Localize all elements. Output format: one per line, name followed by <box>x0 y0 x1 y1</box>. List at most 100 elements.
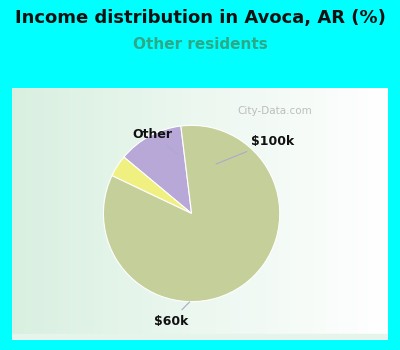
Text: $100k: $100k <box>216 135 294 164</box>
Bar <box>12 335 388 337</box>
Bar <box>12 335 388 337</box>
Bar <box>12 336 388 338</box>
Bar <box>12 336 388 338</box>
Bar <box>12 336 388 339</box>
Bar <box>12 335 388 337</box>
Bar <box>12 336 388 339</box>
Bar <box>12 335 388 337</box>
Bar <box>12 337 388 339</box>
Bar <box>12 336 388 339</box>
Wedge shape <box>104 125 280 302</box>
Bar <box>12 335 388 338</box>
Bar <box>12 336 388 338</box>
Bar <box>12 336 388 339</box>
Bar <box>12 335 388 337</box>
Bar <box>12 335 388 338</box>
Bar <box>12 335 388 338</box>
Bar <box>12 335 388 338</box>
Bar <box>12 335 388 337</box>
Bar <box>12 335 388 337</box>
Bar <box>12 337 388 340</box>
Bar <box>12 335 388 337</box>
Bar <box>12 335 388 337</box>
Bar <box>12 337 388 340</box>
Text: Income distribution in Avoca, AR (%): Income distribution in Avoca, AR (%) <box>14 9 386 27</box>
Wedge shape <box>112 157 192 214</box>
Bar <box>12 335 388 338</box>
Bar <box>12 337 388 339</box>
Bar <box>12 336 388 339</box>
Bar <box>12 336 388 338</box>
Bar <box>12 335 388 337</box>
Bar <box>12 337 388 339</box>
Text: City-Data.com: City-Data.com <box>238 106 312 116</box>
Bar <box>12 336 388 338</box>
Text: Other: Other <box>132 128 178 154</box>
Bar <box>12 335 388 338</box>
Bar <box>12 336 388 339</box>
Bar <box>12 336 388 338</box>
Bar <box>12 335 388 338</box>
Bar <box>12 337 388 340</box>
Bar <box>12 336 388 339</box>
Bar <box>12 336 388 338</box>
Bar <box>12 336 388 338</box>
Bar <box>12 336 388 339</box>
Bar <box>12 336 388 338</box>
Bar <box>12 335 388 338</box>
Bar <box>12 337 388 339</box>
Text: $60k: $60k <box>154 302 190 328</box>
Bar <box>12 336 388 338</box>
Bar <box>12 335 388 337</box>
Bar <box>12 335 388 337</box>
Bar <box>12 335 388 337</box>
Bar <box>12 336 388 339</box>
Bar <box>12 336 388 339</box>
Wedge shape <box>124 126 192 214</box>
Bar <box>12 335 388 338</box>
Bar <box>12 337 388 339</box>
Bar <box>12 335 388 338</box>
Bar <box>12 336 388 339</box>
Bar <box>12 337 388 340</box>
Bar <box>12 335 388 337</box>
Bar <box>12 336 388 339</box>
Bar <box>12 336 388 338</box>
Bar <box>12 336 388 338</box>
Bar <box>12 336 388 338</box>
Bar <box>12 335 388 337</box>
Bar <box>12 336 388 338</box>
Bar <box>12 336 388 338</box>
Bar <box>12 336 388 338</box>
Bar <box>12 335 388 337</box>
Bar <box>12 335 388 337</box>
Bar <box>12 335 388 337</box>
Bar <box>12 335 388 338</box>
Bar <box>12 335 388 338</box>
Bar <box>12 335 388 338</box>
Bar <box>12 336 388 338</box>
Bar <box>12 337 388 340</box>
Bar <box>12 337 388 340</box>
Bar <box>12 336 388 339</box>
Bar <box>12 335 388 337</box>
Bar <box>12 335 388 337</box>
Bar <box>12 336 388 338</box>
Bar <box>12 336 388 339</box>
Bar <box>12 337 388 340</box>
Bar <box>12 337 388 339</box>
Bar <box>12 335 388 338</box>
Bar <box>12 336 388 338</box>
Bar <box>12 335 388 337</box>
Text: Other residents: Other residents <box>133 37 267 52</box>
Bar <box>12 337 388 339</box>
Bar <box>12 336 388 339</box>
Bar <box>12 336 388 338</box>
Bar <box>12 337 388 339</box>
Bar <box>12 337 388 339</box>
Bar <box>12 335 388 338</box>
Bar <box>12 336 388 338</box>
Bar <box>12 336 388 339</box>
Bar <box>12 337 388 339</box>
Bar <box>12 337 388 339</box>
